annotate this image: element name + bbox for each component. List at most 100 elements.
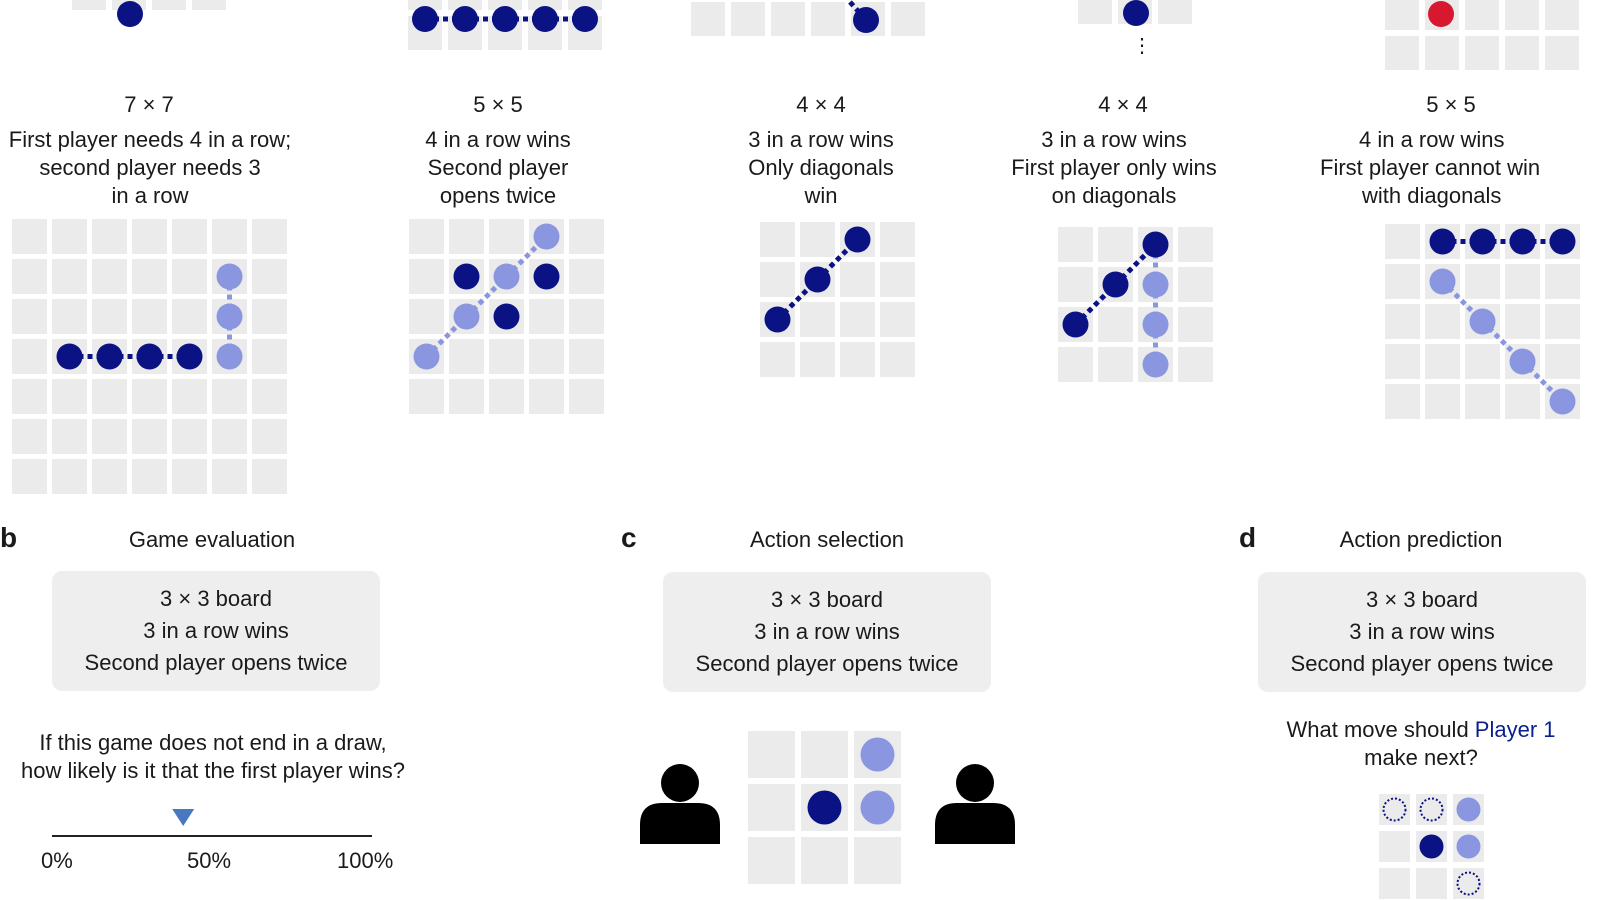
player2-piece (216, 263, 243, 290)
board-7x7-cell (172, 259, 207, 294)
game-3-rule-line: 3 in a row wins (748, 127, 894, 152)
player1-piece (176, 343, 203, 370)
player2-piece (1469, 308, 1496, 335)
board-7x7-cell (92, 299, 127, 334)
scale-tick-0: 0% (41, 848, 73, 873)
panel-d-title: Action prediction (1339, 527, 1503, 552)
board-5x5-a-cell (489, 339, 524, 374)
top-board-3-cell (771, 2, 805, 36)
board-4x4-a-cell (840, 302, 875, 337)
board-4x4-b-cell (1098, 227, 1133, 262)
board-7x7-cell (212, 419, 247, 454)
player2-piece (1142, 271, 1169, 298)
game-4-size: 4 × 4 (1098, 92, 1148, 117)
player1-piece (96, 343, 123, 370)
board-4x4-a-cell (880, 222, 915, 257)
board-7x7-cell (52, 219, 87, 254)
player2-piece (1142, 351, 1169, 378)
rule-line: Second player opens twice (1290, 651, 1554, 676)
board-5x5-a-cell (409, 379, 444, 414)
board-7x7-cell (132, 299, 167, 334)
rule-line: 3 × 3 board (160, 586, 272, 611)
game-5-rule-line: 4 in a row wins (1359, 127, 1505, 152)
scale-tick-50: 50% (187, 848, 232, 873)
board-4x4-b-cell (1178, 227, 1213, 262)
prediction-board-cell (1379, 831, 1410, 862)
board-7x7-cell (252, 259, 287, 294)
board-4x4-b-cell (1058, 347, 1093, 382)
player2-piece (860, 790, 895, 825)
player1-piece (1429, 228, 1456, 255)
board-5x5-b-cell (1505, 384, 1540, 419)
player1-piece (1549, 228, 1576, 255)
game-3-rules: 3 in a row wins Only diagonals win (651, 126, 991, 210)
person-icon-right (935, 803, 1015, 844)
prediction-board-cell (1416, 868, 1447, 899)
game-4-rules: 3 in a row wins First player only wins o… (944, 126, 1284, 210)
player1-piece (764, 306, 791, 333)
question-player-highlight: Player 1 (1474, 717, 1556, 742)
board-7x7-cell (132, 259, 167, 294)
player1-piece (572, 6, 598, 32)
board-4x4-b-cell (1178, 347, 1213, 382)
board-4x4-a-cell (800, 302, 835, 337)
player1-piece (853, 7, 879, 33)
player2-piece (1456, 834, 1481, 859)
top-board-5-cell (1505, 0, 1539, 30)
player2-piece (1549, 388, 1576, 415)
board-4x4-a-cell (880, 342, 915, 377)
board-7x7-cell (12, 219, 47, 254)
board-7x7-cell (12, 339, 47, 374)
board-7x7-cell (172, 379, 207, 414)
top-board-5-cell (1545, 0, 1579, 30)
board-5x5-b-cell (1385, 224, 1420, 259)
board-4x4-b-cell (1058, 267, 1093, 302)
game-1-rule-line: second player needs 3 (39, 155, 261, 180)
top-board-2-cell (488, 0, 522, 10)
top-board-3-cell (731, 2, 765, 36)
scale-tick-100: 100% (337, 848, 394, 873)
board-5x5-a-cell (449, 219, 484, 254)
board-7x7-cell (252, 419, 287, 454)
board-7x7-cell (92, 379, 127, 414)
board-7x7-cell (212, 219, 247, 254)
action-board-cell (748, 784, 795, 831)
board-7x7-cell (252, 299, 287, 334)
top-board-5-cell (1545, 36, 1579, 70)
panel-b-rule-box: 3 × 3 board 3 in a row wins Second playe… (52, 571, 380, 691)
player2-piece (216, 303, 243, 330)
board-5x5-a-cell (489, 219, 524, 254)
panel-c-title: Action selection (749, 527, 905, 552)
game-5-rules: 4 in a row wins First player cannot win … (1310, 126, 1600, 210)
game-3-size: 4 × 4 (796, 92, 846, 117)
board-5x5-b-cell (1505, 264, 1540, 299)
rule-line: 3 × 3 board (1366, 587, 1478, 612)
player1-piece (453, 263, 480, 290)
board-5x5-b-cell (1385, 304, 1420, 339)
player1-piece (492, 6, 518, 32)
board-7x7-cell (172, 459, 207, 494)
board-4x4-a-cell (760, 222, 795, 257)
board-7x7-cell (172, 299, 207, 334)
board-7x7-cell (252, 339, 287, 374)
board-4x4-b-cell (1098, 307, 1133, 342)
top-board-2-cell (408, 0, 442, 10)
board-5x5-a-cell (529, 339, 564, 374)
panel-b-letter: b (0, 522, 18, 553)
board-7x7-cell (12, 379, 47, 414)
board-7x7-cell (12, 459, 47, 494)
rule-line: 3 in a row wins (1349, 619, 1495, 644)
board-7x7-cell (252, 379, 287, 414)
action-board-cell (748, 837, 795, 884)
board-5x5-b-cell (1465, 384, 1500, 419)
player2-piece (1429, 268, 1456, 295)
person-icon-left (640, 803, 720, 844)
player1-piece (1419, 834, 1444, 859)
prediction-board-cell (1379, 868, 1410, 899)
panel-d-question: What move should Player 1 make next? (1261, 716, 1581, 772)
player2-piece (216, 343, 243, 370)
board-7x7-cell (52, 459, 87, 494)
board-4x4-a-cell (800, 222, 835, 257)
board-5x5-b-cell (1545, 344, 1580, 379)
